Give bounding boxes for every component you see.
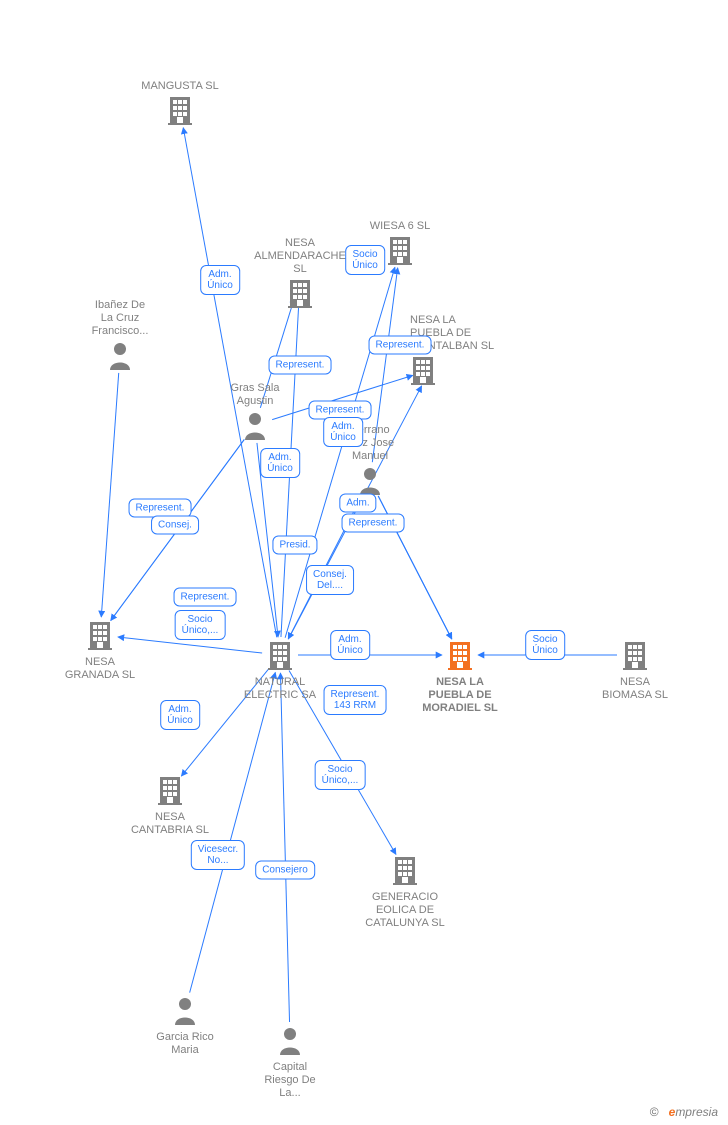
node-garcia[interactable]: Garcia RicoMaria	[135, 995, 235, 1057]
company-icon	[410, 355, 436, 389]
node-serrano[interactable]: SerranoDiez JoseManuel	[320, 424, 420, 499]
edge-label-natural-moradiel: Adm. Único	[330, 630, 370, 660]
company-icon	[167, 95, 193, 129]
edge-serrano-moradiel	[378, 496, 452, 639]
edge-label-natural-cantabria: Adm. Único	[160, 700, 200, 730]
edge-capital-natural	[280, 673, 289, 1022]
company-icon	[87, 620, 113, 654]
edge-label-gras-natural: Presid.	[272, 536, 317, 555]
edge-label-serrano-natural: Consej. Del....	[306, 565, 354, 595]
node-label: NESA LAPUEBLA DEMONTALBAN SL	[410, 314, 510, 353]
node-gras[interactable]: Gras SalaAgustin	[205, 382, 305, 444]
company-icon	[157, 775, 183, 809]
node-wiesa[interactable]: WIESA 6 SL	[350, 220, 450, 269]
person-icon	[172, 995, 198, 1029]
edge-label-gras-almendarache: Represent.	[269, 356, 332, 375]
node-label: Garcia RicoMaria	[135, 1031, 235, 1057]
node-ibanez[interactable]: Ibañez DeLa CruzFrancisco...	[70, 299, 170, 374]
node-label: GENERACIOEOLICA DECATALUNYA SL	[355, 891, 455, 930]
edges-layer	[0, 0, 728, 1125]
person-icon	[242, 410, 268, 444]
copyright-symbol: ©	[650, 1105, 659, 1119]
edge-label-natural-almendarache: Adm. Único	[260, 448, 300, 478]
brand-rest: mpresia	[675, 1105, 718, 1119]
node-moradiel[interactable]: NESA LAPUEBLA DEMORADIEL SL	[410, 640, 510, 715]
node-label: NESABIOMASA SL	[585, 676, 685, 702]
edge-label-gras-granada: Represent.	[174, 588, 237, 607]
company-icon	[287, 278, 313, 312]
node-label: MANGUSTA SL	[130, 80, 230, 93]
edge-label-serrano-moradiel: Represent.	[342, 514, 405, 533]
node-biomasa[interactable]: NESABIOMASA SL	[585, 640, 685, 702]
person-icon	[107, 340, 133, 374]
person-icon	[357, 465, 383, 499]
edge-gras-granada	[111, 439, 245, 620]
edge-ibanez-granada	[101, 373, 118, 617]
edge-label-ibanez-granada: Represent.	[129, 499, 192, 518]
edge-label-serrano-moradiel: Represent. 143 RRM	[324, 685, 387, 715]
edge-label-garcia-natural: Vicesecr. No...	[191, 840, 245, 870]
node-capital[interactable]: CapitalRiesgo DeLa...	[240, 1025, 340, 1100]
node-granada[interactable]: NESAGRANADA SL	[50, 620, 150, 682]
node-label: SerranoDiez JoseManuel	[320, 424, 420, 463]
node-label: WIESA 6 SL	[350, 220, 450, 233]
node-montalban[interactable]: NESA LAPUEBLA DEMONTALBAN SL	[410, 314, 510, 389]
edge-serrano-moradiel	[378, 496, 452, 639]
node-almendarache[interactable]: NESAALMENDARACHE SL	[250, 237, 350, 312]
node-label: Gras SalaAgustin	[205, 382, 305, 408]
company-icon	[447, 640, 473, 674]
node-generacio[interactable]: GENERACIOEOLICA DECATALUNYA SL	[355, 855, 455, 930]
edge-label-capital-natural: Consejero	[255, 861, 315, 880]
edge-label-natural-generacio: Socio Único,...	[315, 760, 366, 790]
edge-label-biomasa-moradiel: Socio Único	[525, 630, 565, 660]
edge-serrano-natural	[288, 496, 362, 639]
edge-serrano-moradiel	[378, 496, 452, 639]
edge-gras-natural	[257, 443, 278, 637]
node-label: NESAGRANADA SL	[50, 656, 150, 682]
company-icon	[387, 235, 413, 269]
node-label: NATURALELECTRIC SA	[230, 676, 330, 702]
edge-natural-almendarache	[281, 298, 299, 637]
company-icon	[267, 640, 293, 674]
node-cantabria[interactable]: NESACANTABRIA SL	[120, 775, 220, 837]
node-natural[interactable]: NATURALELECTRIC SA	[230, 640, 330, 702]
footer: © empresia	[650, 1105, 718, 1119]
edge-label-gras-granada: Consej.	[151, 516, 199, 535]
node-label: Ibañez DeLa CruzFrancisco...	[70, 299, 170, 338]
node-mangusta[interactable]: MANGUSTA SL	[130, 80, 230, 129]
edge-gras-granada	[111, 439, 245, 620]
company-icon	[392, 855, 418, 889]
edge-label-natural-granada: Socio Único,...	[175, 610, 226, 640]
edge-label-gras-montalban: Represent.	[309, 401, 372, 420]
company-icon	[622, 640, 648, 674]
node-label: CapitalRiesgo DeLa...	[240, 1061, 340, 1100]
node-label: NESA LAPUEBLA DEMORADIEL SL	[410, 676, 510, 715]
node-label: NESACANTABRIA SL	[120, 811, 220, 837]
person-icon	[277, 1025, 303, 1059]
edge-label-natural-mangusta: Adm. Único	[200, 265, 240, 295]
node-label: NESAALMENDARACHE SL	[250, 237, 350, 276]
